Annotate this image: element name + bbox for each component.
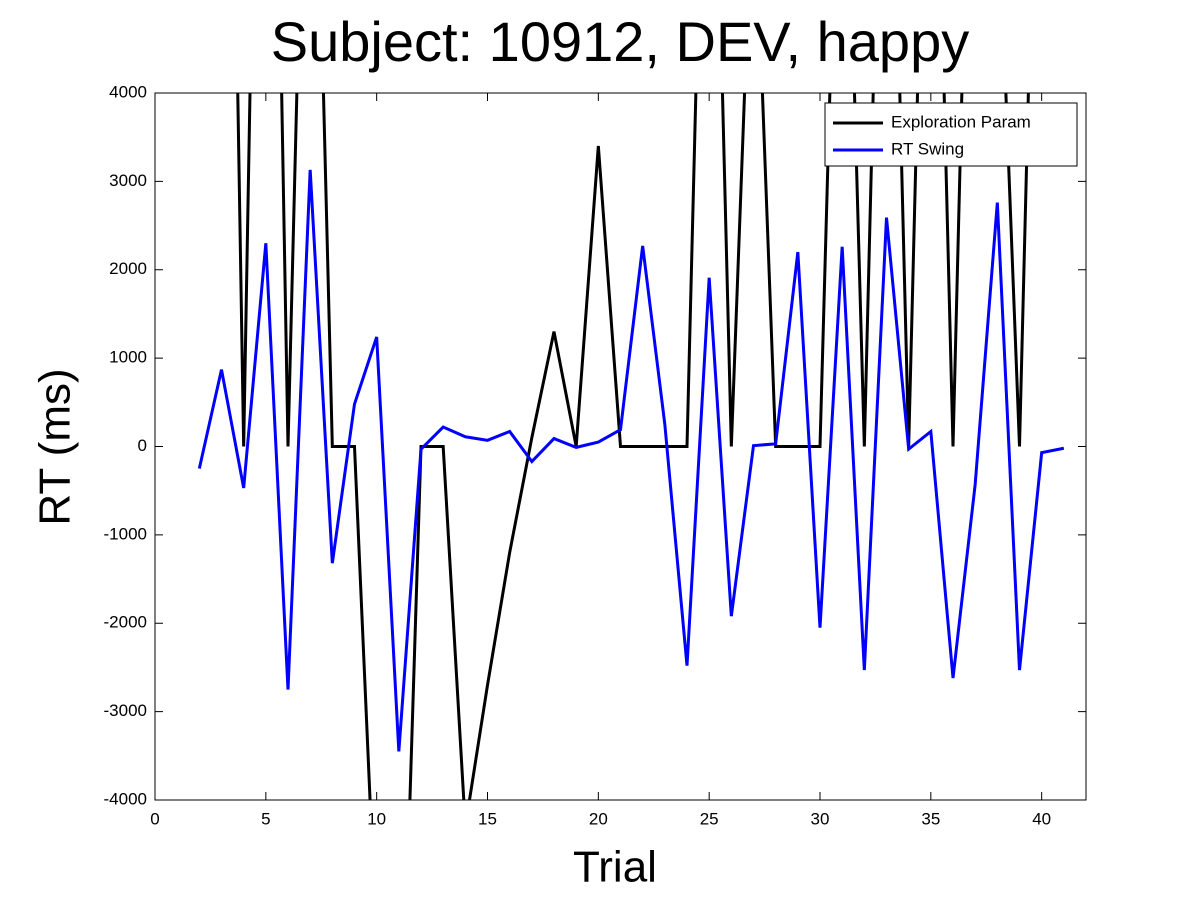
x-tick-label: 25 bbox=[700, 809, 719, 828]
y-tick-label: 2000 bbox=[109, 259, 147, 278]
x-tick-label: 20 bbox=[589, 809, 608, 828]
x-tick-label: 30 bbox=[811, 809, 830, 828]
chart-title: Subject: 10912, DEV, happy bbox=[271, 10, 969, 73]
x-tick-label: 40 bbox=[1032, 809, 1051, 828]
x-tick-label: 10 bbox=[367, 809, 386, 828]
plot-area bbox=[197, 93, 1065, 800]
y-tick-label: -3000 bbox=[104, 701, 147, 720]
y-tick-label: -4000 bbox=[104, 789, 147, 808]
y-tick-label: 0 bbox=[138, 436, 147, 455]
y-tick-label: -2000 bbox=[104, 613, 147, 632]
x-tick-label: 35 bbox=[921, 809, 940, 828]
series-line bbox=[197, 169, 1065, 752]
legend-box bbox=[824, 102, 1078, 167]
x-tick-label: 5 bbox=[261, 809, 270, 828]
y-axis-label: RT (ms) bbox=[31, 368, 80, 525]
legend-label: Exploration Param bbox=[891, 112, 1031, 131]
x-tick-label: 15 bbox=[478, 809, 497, 828]
y-tick-label: -1000 bbox=[104, 524, 147, 543]
x-tick-label: 0 bbox=[150, 809, 159, 828]
series-line bbox=[236, 93, 1030, 800]
legend: Exploration Param RT Swing bbox=[824, 102, 1078, 167]
y-tick-label: 3000 bbox=[109, 171, 147, 190]
y-tick-label: 4000 bbox=[109, 82, 147, 101]
x-axis-label: Trial bbox=[573, 843, 657, 892]
y-tick-label: 1000 bbox=[109, 348, 147, 367]
legend-label: RT Swing bbox=[891, 139, 964, 158]
